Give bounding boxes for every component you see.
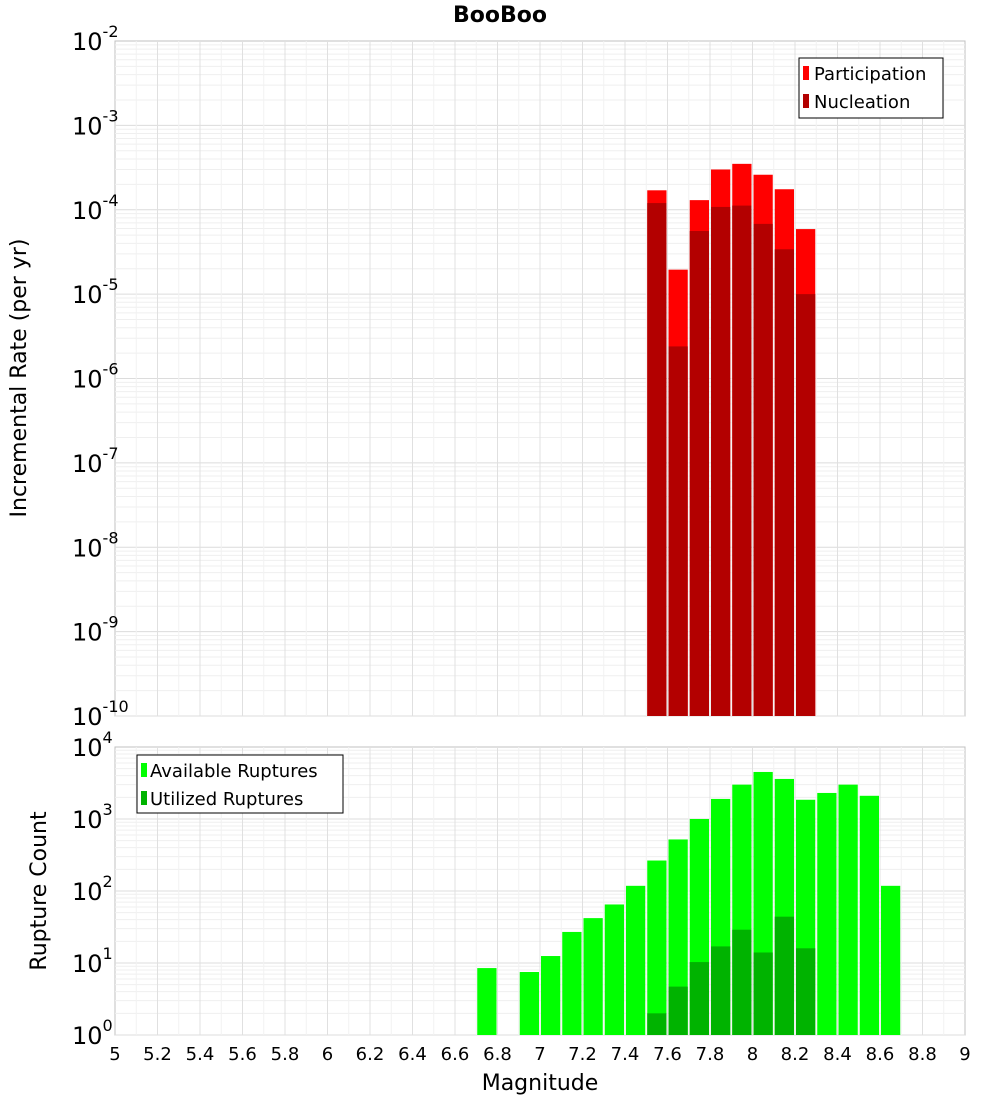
- rate-y-tick-label: 10-4: [72, 191, 119, 225]
- nucleation-legend-label: Nucleation: [814, 92, 910, 113]
- rate-y-tick-labels: 10-10 10-9 10-8 10-7 10-6 10-5 10-4 10-3 10-2: [72, 22, 129, 731]
- rate-bar-s2: [774, 249, 794, 716]
- x-tick-label: 6.8: [483, 1044, 512, 1065]
- utilized-swatch: [141, 791, 147, 805]
- rate-bar-s2: [711, 206, 731, 716]
- count-bar-s2: [689, 962, 709, 1035]
- count-bar-s1: [519, 971, 539, 1035]
- rate-y-axis-label: Incremental Rate (per yr): [7, 239, 32, 518]
- x-tick-label: 6: [322, 1044, 333, 1065]
- participation-swatch: [803, 66, 809, 80]
- x-tick-label: 6.4: [398, 1044, 427, 1065]
- count-y-axis-label: Rupture Count: [27, 811, 52, 971]
- x-tick-label: 8.2: [781, 1044, 810, 1065]
- count-panel: 100 101 102 103 104 5 5.2 5.4 5.6 5.8 6 6.2 6.4 6.6 6…: [27, 728, 971, 1096]
- rate-y-tick-label: 10-8: [72, 528, 119, 562]
- x-tick-label: 6.6: [441, 1044, 470, 1065]
- x-tick-label: 5.2: [143, 1044, 172, 1065]
- x-tick-label: 5.4: [186, 1044, 215, 1065]
- count-y-tick-label: 101: [72, 944, 113, 978]
- count-bar-s2: [732, 929, 752, 1035]
- x-tick-label: 7.6: [653, 1044, 682, 1065]
- x-tick-label: 8.4: [823, 1044, 852, 1065]
- count-y-tick-label: 103: [72, 800, 113, 834]
- count-bar-s2: [711, 946, 731, 1035]
- rate-bar-s2: [753, 223, 773, 716]
- rate-bar-s2: [689, 230, 709, 716]
- rate-bar-s2: [647, 203, 667, 716]
- available-swatch: [141, 763, 147, 777]
- rate-y-tick-label: 10-5: [72, 275, 119, 309]
- count-y-tick-label: 104: [72, 728, 113, 762]
- rate-legend-box: [798, 57, 944, 119]
- x-tick-label: 7.2: [568, 1044, 597, 1065]
- count-y-tick-label: 100: [72, 1016, 113, 1050]
- x-tick-label: 8.8: [908, 1044, 937, 1065]
- rate-y-tick-label: 10-7: [72, 444, 119, 478]
- x-tick-label: 8.6: [866, 1044, 895, 1065]
- magnitude-x-tick-labels: 5 5.2 5.4 5.6 5.8 6 6.2 6.4 6.6 6.8 7 7.2 7.4 7.6 7.8 8…: [109, 1044, 970, 1065]
- count-bar-s2: [774, 916, 794, 1035]
- x-tick-label: 9: [959, 1044, 970, 1065]
- count-bar-s1: [838, 784, 858, 1035]
- rate-y-tick-label: 10-2: [72, 22, 119, 56]
- rate-bar-s2: [796, 294, 816, 716]
- rate-y-tick-label: 10-9: [72, 613, 119, 647]
- nucleation-swatch: [803, 94, 809, 108]
- count-bar-s1: [477, 968, 497, 1035]
- chart-title: BooBoo: [453, 3, 547, 28]
- count-legend-box: [136, 754, 344, 814]
- count-y-tick-label: 102: [72, 872, 113, 906]
- count-bar-s1: [583, 918, 603, 1035]
- count-bar-s1: [817, 792, 837, 1035]
- count-bars: [477, 771, 901, 1035]
- count-bar-s2: [796, 948, 816, 1035]
- rate-grid: [115, 41, 965, 717]
- utilized-legend-label: Utilized Ruptures: [150, 789, 303, 810]
- count-bar-s1: [647, 860, 667, 1035]
- x-tick-label: 7.4: [611, 1044, 640, 1065]
- participation-legend-label: Participation: [814, 64, 926, 85]
- count-legend: Available Ruptures Utilized Ruptures: [136, 754, 344, 814]
- count-bar-s1: [604, 904, 624, 1035]
- count-bar-s1: [626, 885, 646, 1035]
- x-tick-label: 5.6: [228, 1044, 257, 1065]
- count-bar-s1: [859, 795, 879, 1035]
- rate-bar-s2: [732, 205, 752, 716]
- count-bar-s2: [668, 986, 688, 1035]
- rate-y-tick-label: 10-3: [72, 106, 119, 140]
- rate-legend: Participation Nucleation: [798, 57, 944, 119]
- rate-y-tick-label: 10-6: [72, 360, 119, 394]
- available-legend-label: Available Ruptures: [150, 761, 318, 782]
- x-tick-label: 8: [747, 1044, 758, 1065]
- count-bar-s1: [668, 839, 688, 1035]
- x-tick-label: 6.2: [356, 1044, 385, 1065]
- count-bar-s1: [881, 885, 901, 1035]
- x-tick-label: 7: [534, 1044, 545, 1065]
- count-bar-s1: [541, 956, 561, 1035]
- rate-y-tick-label: 10-10: [72, 697, 129, 731]
- count-y-tick-labels: 100 101 102 103 104: [72, 728, 113, 1050]
- x-tick-label: 5: [109, 1044, 120, 1065]
- x-tick-label: 7.8: [696, 1044, 725, 1065]
- rate-panel: 10-10 10-9 10-8 10-7 10-6 10-5 10-4 10-3 10-2 In…: [7, 22, 966, 731]
- count-bar-s2: [753, 952, 773, 1035]
- count-bar-s2: [647, 1013, 667, 1035]
- x-axis-label: Magnitude: [482, 1071, 599, 1096]
- x-tick-label: 5.8: [271, 1044, 300, 1065]
- rate-bars: [647, 163, 816, 717]
- count-bar-s1: [562, 931, 582, 1035]
- rate-bar-s2: [668, 346, 688, 716]
